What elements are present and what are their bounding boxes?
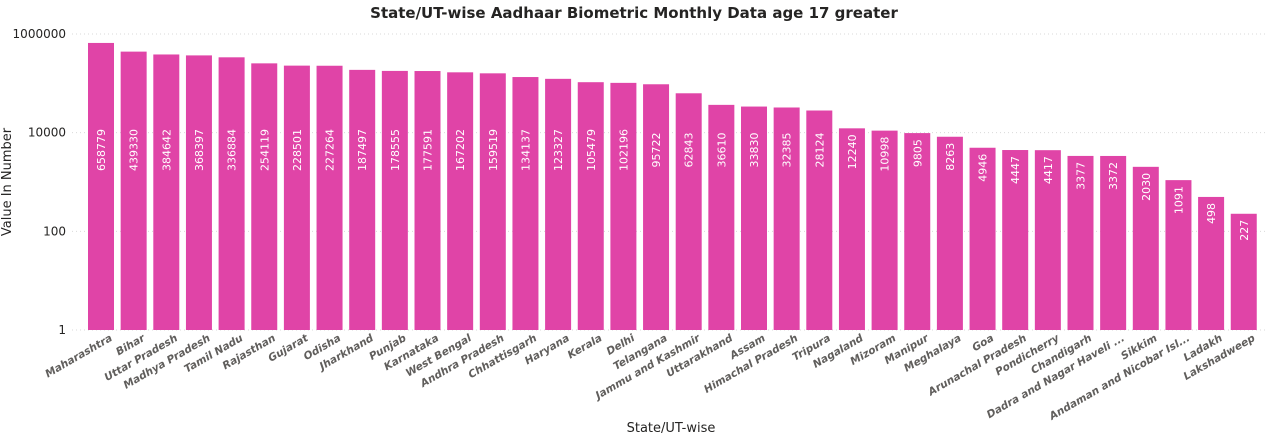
data-label: 336884 [226, 129, 239, 171]
data-label: 178555 [389, 129, 402, 171]
data-label: 254119 [258, 129, 271, 171]
data-label: 4447 [1009, 156, 1022, 184]
bar[interactable] [1034, 150, 1061, 330]
bar[interactable] [283, 65, 310, 331]
data-label: 10998 [879, 137, 892, 172]
data-label: 439330 [128, 129, 141, 171]
chart-title: State/UT-wise Aadhaar Biometric Monthly … [370, 4, 898, 22]
data-label: 3377 [1075, 162, 1088, 190]
data-label: 8263 [944, 143, 957, 171]
bar[interactable] [577, 82, 604, 330]
data-label: 227 [1238, 220, 1251, 241]
data-label: 12240 [846, 134, 859, 169]
data-label: 28124 [813, 133, 826, 168]
data-label: 167202 [454, 129, 467, 171]
data-label: 105479 [585, 129, 598, 171]
bar[interactable] [414, 71, 441, 330]
data-label: 498 [1205, 203, 1218, 224]
bar[interactable] [349, 69, 376, 331]
data-label: 1091 [1172, 186, 1185, 214]
data-label: 177591 [422, 129, 435, 171]
data-label: 95722 [650, 133, 663, 168]
bar[interactable] [1100, 155, 1127, 330]
bar[interactable] [1230, 213, 1257, 330]
data-label: 187497 [356, 129, 369, 171]
bar[interactable] [936, 136, 963, 330]
data-label: 33830 [748, 133, 761, 168]
bar[interactable] [643, 84, 670, 331]
x-tick-label: Kerala [566, 332, 605, 361]
bar[interactable] [773, 107, 800, 330]
bar[interactable] [381, 70, 408, 330]
bar[interactable] [708, 104, 735, 330]
bar[interactable] [447, 72, 474, 330]
bar[interactable] [1165, 180, 1192, 330]
bar[interactable] [120, 51, 147, 331]
data-label: 384642 [160, 129, 173, 171]
bar[interactable] [806, 110, 833, 330]
data-label: 36610 [715, 133, 728, 168]
data-label: 123327 [552, 129, 565, 171]
data-label: 3372 [1107, 162, 1120, 190]
bar[interactable] [185, 55, 212, 330]
data-label: 102196 [617, 129, 630, 171]
data-label: 4946 [977, 154, 990, 182]
bar[interactable] [479, 73, 506, 331]
y-axis: 1 100 10000 1000000 [13, 27, 66, 337]
bar[interactable] [316, 65, 343, 330]
data-labels: 658779 439330 384642 368397 336884 254119 2285… [95, 129, 1251, 241]
bar[interactable] [741, 106, 767, 330]
bar[interactable] [904, 133, 931, 330]
bar[interactable] [1067, 155, 1094, 330]
data-label: 227264 [324, 129, 337, 171]
data-label: 32385 [781, 133, 794, 168]
bar[interactable] [969, 147, 996, 330]
bar[interactable] [1198, 196, 1225, 330]
bar[interactable] [1132, 166, 1159, 330]
data-label: 2030 [1140, 173, 1153, 201]
data-label: 658779 [95, 129, 108, 171]
data-label: 368397 [193, 129, 206, 171]
bars [88, 42, 1257, 331]
bar[interactable] [675, 93, 702, 330]
bar[interactable] [512, 77, 539, 330]
y-tick-label: 100 [43, 224, 66, 238]
data-label: 228501 [291, 129, 304, 171]
data-label: 62843 [683, 133, 696, 168]
bar[interactable] [88, 42, 114, 331]
data-label: 9805 [911, 139, 924, 167]
y-tick-label: 1000000 [13, 27, 66, 41]
x-axis-title: State/UT-wise [627, 421, 716, 436]
data-label: 4417 [1042, 156, 1055, 184]
bar[interactable] [871, 130, 898, 330]
bar[interactable] [251, 63, 278, 330]
bar[interactable] [1002, 150, 1029, 330]
y-axis-title: Value In Number [0, 127, 15, 236]
y-tick-label: 10000 [28, 126, 66, 140]
data-label: 159519 [487, 129, 500, 171]
y-tick-label: 1 [58, 323, 66, 337]
bar[interactable] [610, 82, 637, 331]
bar[interactable] [838, 128, 865, 330]
bar[interactable] [545, 78, 572, 331]
data-label: 134137 [519, 129, 532, 171]
bar[interactable] [218, 57, 245, 330]
bar[interactable] [153, 54, 180, 331]
